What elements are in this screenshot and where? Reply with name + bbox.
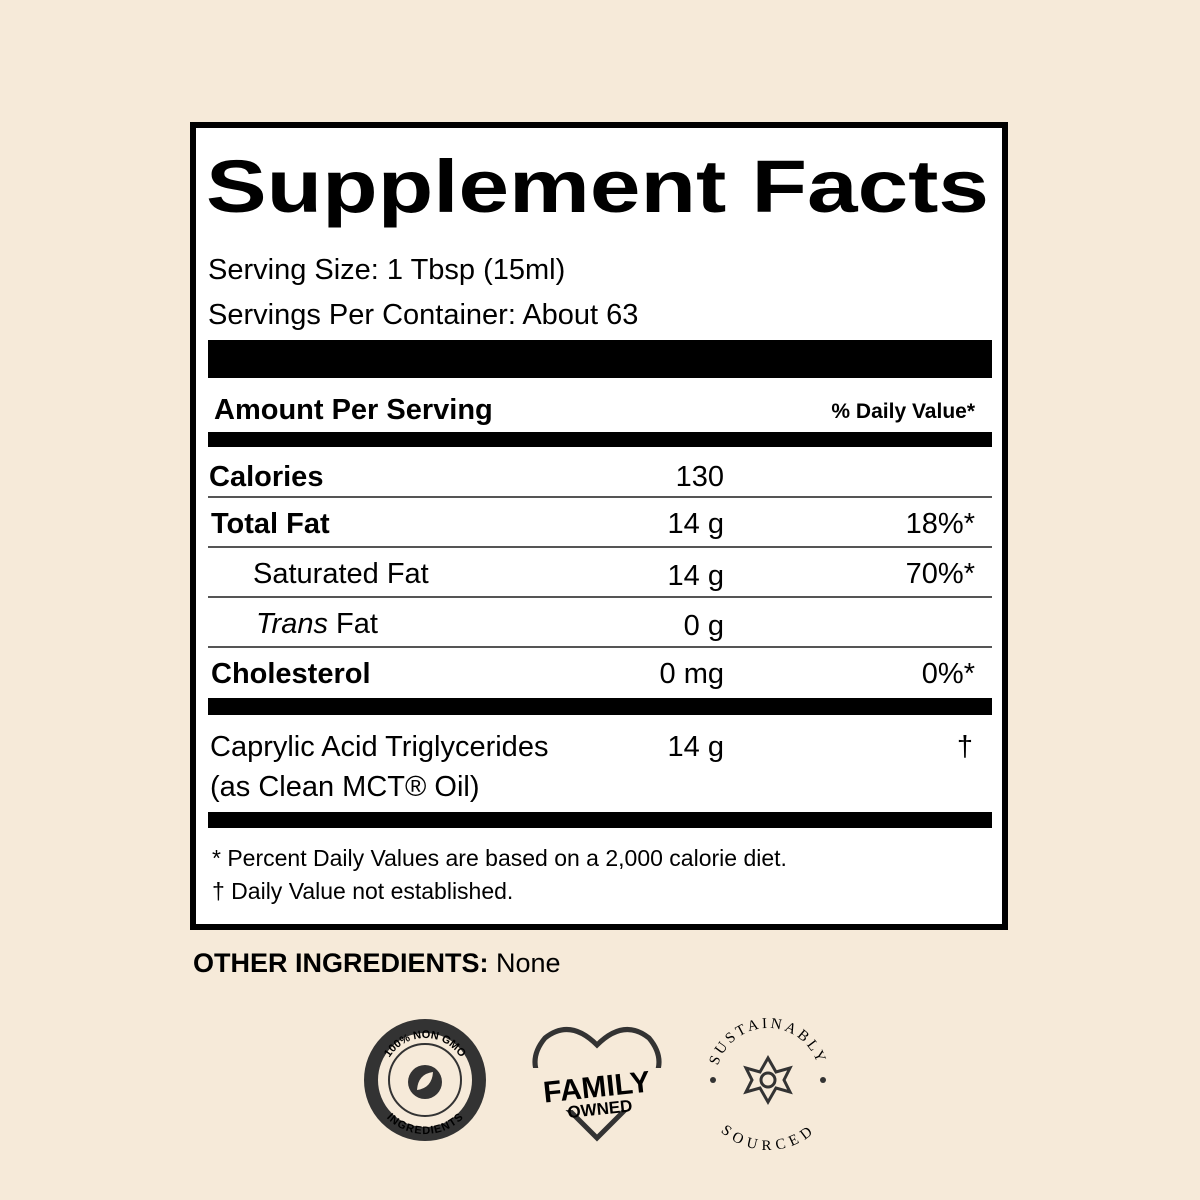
row-name-rest: Fat	[336, 608, 378, 640]
row-dv: 70%*	[906, 558, 975, 590]
ingredient-dv: †	[957, 731, 973, 763]
label-box	[190, 122, 1008, 930]
ingredient-source: (as Clean MCT® Oil)	[210, 771, 480, 803]
serving-size: Serving Size: 1 Tbsp (15ml)	[208, 254, 565, 286]
heart	[532, 1027, 662, 1142]
rows: Calories 130 Total Fat 14 g 18%* Saturat…	[208, 461, 992, 690]
footnote: * Percent Daily Values are based on a 2,…	[212, 845, 787, 871]
footnote: † Daily Value not established.	[212, 878, 513, 904]
row-name: Cholesterol	[211, 658, 371, 690]
dv-header: % Daily Value*	[831, 400, 975, 423]
row-amount: 14 g	[668, 560, 724, 592]
other-ingredients-value: None	[496, 948, 561, 978]
row-amount: 0 mg	[660, 658, 724, 690]
badge-inner	[388, 1043, 462, 1117]
bar	[208, 432, 992, 447]
leaf	[417, 1072, 433, 1090]
servings-per-container: Servings Per Container: About 63	[208, 299, 638, 331]
dot	[710, 1077, 716, 1083]
row-amount: 130	[676, 461, 724, 493]
thick-bar	[208, 340, 992, 378]
ingredient-name: Caprylic Acid Triglycerides	[210, 731, 548, 763]
badge-ring	[364, 1019, 486, 1141]
row-dv: 18%*	[906, 508, 975, 540]
row-dv: 0%*	[922, 658, 975, 690]
other-ingredients: OTHER INGREDIENTS: None	[193, 948, 561, 978]
row-name: Calories	[209, 461, 323, 493]
bar	[208, 812, 992, 828]
flower	[743, 1054, 793, 1106]
heart-gap	[528, 1068, 666, 1110]
title: Supplement Facts	[206, 145, 989, 228]
bar	[208, 698, 992, 715]
ingredient-amount: 14 g	[668, 731, 724, 763]
row-name-italic: Trans	[256, 608, 328, 640]
row-name: Saturated Fat	[253, 558, 429, 590]
row-amount: 14 g	[668, 508, 724, 540]
row-name: Total Fat	[211, 508, 330, 540]
row-name: Trans Fat	[256, 608, 378, 640]
other-ingredients-label: OTHER INGREDIENTS:	[193, 948, 489, 978]
row-amount: 0 g	[684, 610, 724, 642]
dot	[820, 1077, 826, 1083]
amount-header: Amount Per Serving	[214, 394, 493, 426]
